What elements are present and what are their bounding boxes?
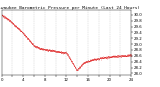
- Title: Milwaukee Barometric Pressure per Minute (Last 24 Hours): Milwaukee Barometric Pressure per Minute…: [0, 6, 140, 10]
